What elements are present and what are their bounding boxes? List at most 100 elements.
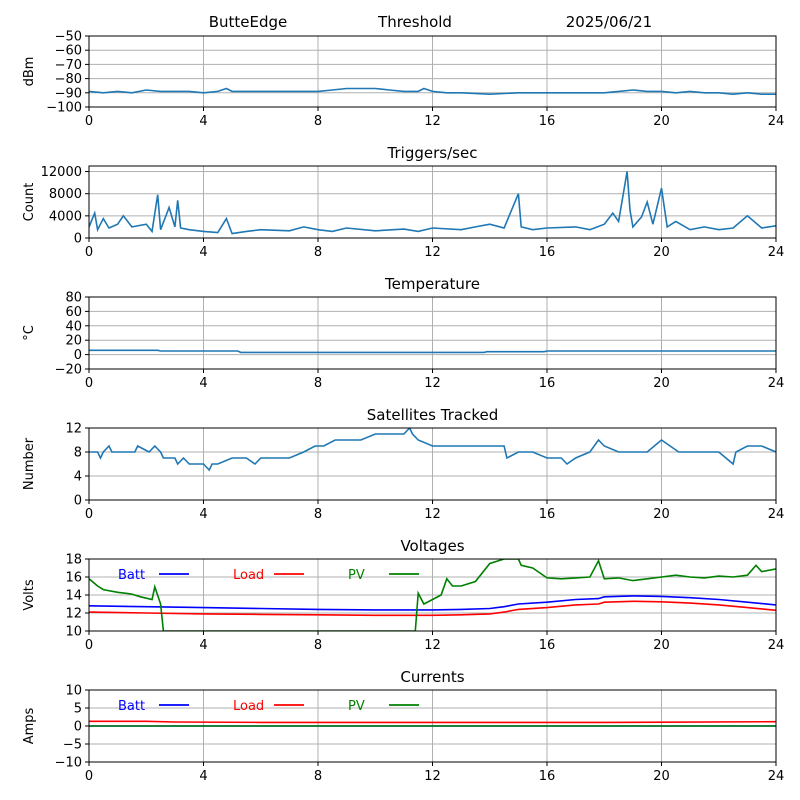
legend-label-pv: PV (348, 568, 365, 583)
x-tick-label: 4 (199, 376, 207, 391)
header-station: ButteEdge (209, 13, 288, 31)
y-axis-label: Number (22, 437, 37, 490)
panel-title: Currents (400, 668, 464, 686)
y-tick-label: −20 (55, 363, 82, 378)
series-line-pv (89, 559, 776, 631)
x-tick-label: 16 (539, 638, 556, 653)
x-tick-label: 20 (653, 769, 670, 784)
x-tick-label: 8 (314, 769, 322, 784)
series-line-load (89, 600, 776, 617)
y-tick-label: 0 (74, 494, 82, 509)
y-axis-label: °C (22, 325, 37, 341)
series-line-batt (89, 595, 776, 611)
y-tick-label: 4000 (49, 209, 82, 224)
y-tick-label: 18 (65, 553, 82, 568)
y-axis-label: Amps (22, 707, 37, 744)
x-tick-label: 8 (314, 507, 322, 522)
y-tick-label: −100 (46, 101, 82, 116)
x-tick-label: 0 (85, 769, 93, 784)
y-tick-label: −90 (55, 86, 82, 101)
x-tick-label: 4 (199, 245, 207, 260)
x-tick-label: 16 (539, 376, 556, 391)
y-tick-label: 80 (65, 291, 82, 306)
series-line-main (89, 171, 776, 235)
x-tick-label: 0 (85, 245, 93, 260)
y-tick-label: −5 (63, 738, 82, 753)
series-line-main (89, 87, 776, 96)
panel-threshold: 0 4 8 12 16 20 24 −100−90−80−70−60−50 dBm (22, 30, 784, 130)
series-line-main (89, 428, 776, 472)
y-tick-label: 0 (74, 348, 82, 363)
series-line-main (89, 349, 776, 354)
y-tick-label: 4 (74, 470, 82, 485)
x-tick-label: 0 (85, 114, 93, 129)
panel-title: Voltages (400, 537, 464, 555)
y-axis-label: Count (22, 183, 37, 222)
panel-title: Triggers/sec (387, 144, 478, 162)
x-tick-label: 4 (199, 638, 207, 653)
x-tick-label: 20 (653, 245, 670, 260)
panel-satellites: 0 4 8 12 16 20 24 0 4 8 12 Satellites Tracked Number (22, 406, 784, 522)
x-tick-label: 20 (653, 507, 670, 522)
x-tick-label: 20 (653, 376, 670, 391)
x-tick-label: 20 (653, 638, 670, 653)
x-tick-label: 4 (199, 769, 207, 784)
x-tick-label: 4 (199, 507, 207, 522)
x-tick-label: 8 (314, 638, 322, 653)
x-tick-label: 0 (85, 376, 93, 391)
x-tick-label: 24 (768, 638, 785, 653)
x-tick-label: 8 (314, 245, 322, 260)
y-tick-label: 40 (65, 319, 82, 334)
y-tick-label: 20 (65, 334, 82, 349)
panel-title: Satellites Tracked (367, 406, 498, 424)
x-tick-label: 4 (199, 114, 207, 129)
x-tick-label: 24 (768, 376, 785, 391)
x-tick-label: 12 (424, 638, 441, 653)
y-tick-label: 0 (74, 720, 82, 735)
y-tick-label: 10 (65, 625, 82, 640)
header-date: 2025/06/21 (566, 13, 652, 31)
y-tick-label: −80 (55, 72, 82, 87)
panel-voltages: 0 4 8 12 16 20 24 10 12 14 16 18 Voltages Volts Batt Lo… (22, 537, 784, 653)
y-axis-label: Volts (22, 579, 37, 611)
series-line-load (89, 720, 776, 724)
header-plot: Threshold (377, 13, 452, 31)
legend-label-pv: PV (348, 699, 365, 714)
y-axis-label: dBm (22, 57, 37, 87)
y-tick-label: 8 (74, 446, 82, 461)
x-tick-label: 16 (539, 245, 556, 260)
x-tick-label: 24 (768, 245, 785, 260)
legend-label-load: Load (233, 699, 264, 714)
x-tick-label: 16 (539, 769, 556, 784)
y-tick-label: −50 (55, 30, 82, 45)
x-tick-label: 8 (314, 376, 322, 391)
legend-label-batt: Batt (118, 568, 145, 583)
x-tick-label: 12 (424, 507, 441, 522)
x-tick-label: 12 (424, 245, 441, 260)
panel-title: Temperature (384, 275, 480, 293)
legend-label-batt: Batt (118, 699, 145, 714)
y-tick-label: 5 (74, 702, 82, 717)
legend-label-load: Load (233, 568, 264, 583)
x-tick-label: 0 (85, 638, 93, 653)
y-tick-label: 12 (65, 607, 82, 622)
y-tick-label: 12000 (41, 165, 82, 180)
panel-currents: 0 4 8 12 16 20 24 −10 −5 0 5 10 Currents Amps Batt Load… (22, 668, 784, 784)
x-tick-label: 16 (539, 507, 556, 522)
y-tick-label: 16 (65, 571, 82, 586)
x-tick-label: 0 (85, 507, 93, 522)
y-tick-label: −10 (55, 756, 82, 771)
x-tick-label: 24 (768, 114, 785, 129)
x-tick-label: 12 (424, 769, 441, 784)
y-tick-label: −60 (55, 44, 82, 59)
y-tick-label: 10 (65, 684, 82, 699)
x-tick-label: 24 (768, 769, 785, 784)
x-tick-label: 12 (424, 114, 441, 129)
y-tick-label: −70 (55, 58, 82, 73)
x-tick-label: 24 (768, 507, 785, 522)
x-tick-label: 20 (653, 114, 670, 129)
y-tick-label: 14 (65, 589, 82, 604)
x-tick-label: 16 (539, 114, 556, 129)
